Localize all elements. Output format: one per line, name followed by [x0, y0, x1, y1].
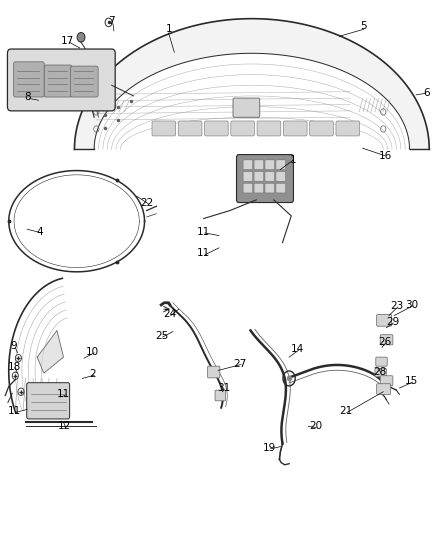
Text: 17: 17 — [61, 36, 74, 45]
FancyBboxPatch shape — [233, 98, 260, 117]
FancyBboxPatch shape — [215, 390, 226, 401]
Text: 9: 9 — [11, 342, 18, 351]
FancyBboxPatch shape — [71, 66, 98, 97]
Text: 16: 16 — [379, 151, 392, 160]
Text: 19: 19 — [263, 443, 276, 453]
Circle shape — [77, 33, 85, 42]
Text: 5: 5 — [360, 21, 367, 30]
Text: 22: 22 — [140, 198, 153, 207]
Polygon shape — [74, 19, 429, 149]
FancyBboxPatch shape — [243, 160, 253, 169]
FancyBboxPatch shape — [380, 376, 393, 386]
Text: 15: 15 — [405, 376, 418, 386]
FancyBboxPatch shape — [254, 183, 264, 193]
FancyBboxPatch shape — [205, 121, 228, 136]
Text: 24: 24 — [163, 310, 177, 319]
Text: 25: 25 — [155, 331, 169, 341]
Polygon shape — [37, 330, 64, 373]
Text: 4: 4 — [36, 227, 43, 237]
FancyBboxPatch shape — [376, 357, 387, 366]
FancyBboxPatch shape — [276, 160, 286, 169]
FancyBboxPatch shape — [265, 172, 275, 181]
FancyBboxPatch shape — [254, 160, 264, 169]
Text: 28: 28 — [374, 367, 387, 377]
Text: 30: 30 — [405, 300, 418, 310]
Text: 12: 12 — [58, 422, 71, 431]
Text: 26: 26 — [378, 337, 391, 347]
FancyBboxPatch shape — [377, 314, 392, 326]
FancyBboxPatch shape — [257, 121, 281, 136]
Text: 29: 29 — [386, 317, 399, 327]
FancyBboxPatch shape — [265, 160, 275, 169]
FancyBboxPatch shape — [208, 366, 220, 378]
FancyBboxPatch shape — [7, 49, 115, 111]
Text: 11: 11 — [7, 407, 21, 416]
Text: 10: 10 — [86, 347, 99, 357]
Text: 11: 11 — [197, 248, 210, 258]
FancyBboxPatch shape — [377, 384, 391, 394]
FancyBboxPatch shape — [265, 183, 275, 193]
FancyBboxPatch shape — [283, 121, 307, 136]
FancyBboxPatch shape — [237, 155, 293, 203]
Text: 11: 11 — [57, 390, 70, 399]
Text: 14: 14 — [291, 344, 304, 354]
Text: 6: 6 — [424, 88, 431, 98]
FancyBboxPatch shape — [243, 183, 253, 193]
FancyBboxPatch shape — [27, 383, 70, 419]
Text: 31: 31 — [217, 383, 230, 393]
FancyBboxPatch shape — [152, 121, 176, 136]
Text: 27: 27 — [233, 359, 247, 368]
Text: 8: 8 — [24, 92, 31, 102]
FancyBboxPatch shape — [310, 121, 333, 136]
Text: 18: 18 — [7, 362, 21, 372]
FancyBboxPatch shape — [380, 335, 393, 345]
FancyBboxPatch shape — [178, 121, 202, 136]
FancyBboxPatch shape — [231, 121, 254, 136]
Text: 20: 20 — [309, 422, 322, 431]
Text: 21: 21 — [339, 407, 353, 416]
FancyBboxPatch shape — [14, 62, 44, 97]
FancyBboxPatch shape — [336, 121, 360, 136]
FancyBboxPatch shape — [276, 183, 286, 193]
Text: 2: 2 — [89, 369, 96, 379]
Text: 1: 1 — [290, 155, 297, 165]
FancyBboxPatch shape — [254, 172, 264, 181]
Text: 23: 23 — [390, 301, 403, 311]
Text: 7: 7 — [108, 17, 115, 26]
FancyBboxPatch shape — [44, 65, 72, 97]
FancyBboxPatch shape — [276, 172, 286, 181]
Text: 1: 1 — [165, 25, 172, 34]
Text: 11: 11 — [197, 227, 210, 237]
FancyBboxPatch shape — [375, 368, 386, 377]
FancyBboxPatch shape — [243, 172, 253, 181]
